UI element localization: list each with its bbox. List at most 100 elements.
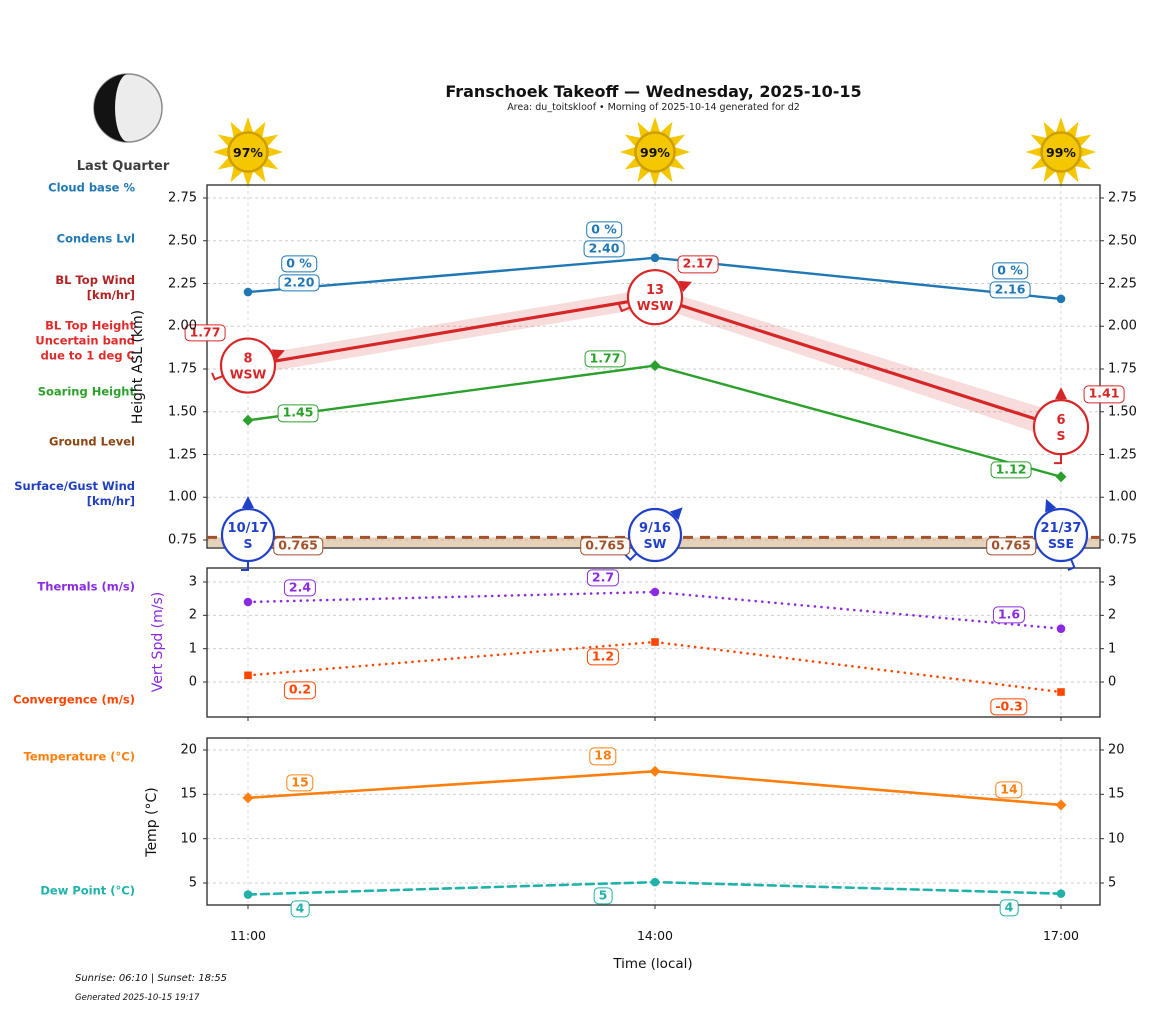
legend-label-9: Temperature (°C) [23,749,135,764]
legend-label-1: Condens Lvl [56,231,135,246]
point-marker [650,253,660,263]
point-marker [650,877,660,887]
y-tick-label: 0.75 [168,532,197,548]
y-tick-label: 3 [188,574,197,590]
svg-text:WSW: WSW [230,367,267,382]
y-tick-label: 1.50 [168,404,197,420]
y-tick-label: 1.50 [1108,404,1137,420]
tag-thermals-m-s-: 2.7 [586,569,620,587]
y-tick-label: 2.25 [168,276,197,291]
svg-text:WSW: WSW [637,298,674,313]
y-axis-title: Height ASL (km) [130,309,146,425]
moon-phase-label: Last Quarter [76,159,170,174]
soaring-height-tag: 1.77 [584,349,626,368]
legend-label-10: Dew Point (°C) [40,883,135,898]
point-marker [1056,624,1066,633]
bl-top-height-tag: 1.77 [184,323,226,342]
y-tick-label: 1.75 [1108,361,1137,377]
y-tick-label: 2 [188,607,197,623]
y-tick-label: 10 [1108,831,1125,847]
legend-label-3: BL Top Height Uncertain band due to 1 de… [35,318,135,363]
y-tick-label: 0 [188,674,197,690]
tag-dew-point-c-: 4 [999,898,1019,917]
svg-text:S: S [243,536,252,551]
tag-temperature-c-: 18 [589,747,617,765]
y-tick-label: 2.75 [1108,190,1137,206]
moon-phase-icon [93,73,163,143]
y-tick-label: 1.00 [168,489,197,505]
y-tick-label: 2.00 [1108,318,1137,334]
point-marker [1057,688,1065,696]
cloud-base-tag: 0 % [586,221,622,239]
svg-text:97%: 97% [233,145,263,160]
tag-dew-point-c-: 5 [593,887,613,905]
point-marker [244,671,252,680]
svg-text:9/16: 9/16 [639,521,671,536]
sun-icon: 97% [213,117,283,187]
y-tick-label: 0.75 [1108,532,1137,548]
x-tick-label: 11:00 [229,928,267,943]
point-marker [1056,889,1066,898]
y-tick-label: 1.00 [1108,489,1137,505]
ground-level-tag: 0.765 [580,537,630,556]
tag-thermals-m-s-: 1.6 [992,605,1026,624]
y-tick-label: 10 [180,831,197,847]
y-tick-label: 15 [1108,786,1125,802]
tag-dew-point-c-: 4 [290,899,310,918]
y-tick-label: 3 [1108,574,1117,590]
point-marker [651,638,659,646]
x-tick-label: 17:00 [1042,928,1080,943]
point-marker [649,765,661,777]
sun-icon: 99% [620,117,690,187]
y-axis-title: Temp (°C) [144,787,160,857]
y-tick-label: 20 [180,742,197,758]
ground-level-tag: 0.765 [986,537,1036,556]
svg-text:S: S [1056,428,1065,443]
tag-convergence-m-s-: -0.3 [990,698,1028,716]
page-subtitle: Area: du_toitskloof • Morning of 2025-10… [507,102,800,113]
x-axis-title: Time (local) [613,956,693,972]
point-marker [242,414,254,426]
y-tick-label: 20 [1108,742,1125,758]
panel-2 [203,737,1104,909]
y-tick-label: 1.75 [168,361,197,377]
sunrise-sunset-text: Sunrise: 06:10 | Sunset: 18:55 [75,973,228,984]
y-tick-label: 2.50 [1108,233,1137,249]
point-marker [243,597,253,607]
y-tick-label: 1.25 [168,447,197,462]
tag-temperature-c-: 14 [995,781,1023,799]
legend-label-4: Soaring Height [37,384,135,399]
y-tick-label: 1.25 [1108,447,1137,462]
point-marker [1055,471,1067,483]
svg-text:99%: 99% [640,145,670,160]
bl-top-uncertainty-band [248,287,1061,441]
legend-label-2: BL Top Wind [km/hr] [55,273,135,302]
sun-icon: 99% [1026,117,1096,187]
bl-top-height-tag: 1.41 [1083,385,1125,403]
y-tick-label: 5 [188,875,197,891]
y-tick-label: 2.50 [168,233,197,249]
legend-label-5: Ground Level [49,434,135,449]
y-tick-label: 2.25 [1108,276,1137,291]
svg-text:SSE: SSE [1048,536,1074,551]
cloud-base-tag: 0 % [281,255,317,273]
condens-lvl-tag: 2.40 [583,240,625,258]
point-marker [242,792,254,804]
svg-text:8: 8 [243,352,252,367]
tag-thermals-m-s-: 2.4 [283,579,317,597]
condens-lvl-tag: 2.20 [278,274,320,292]
y-tick-label: 1 [188,641,197,657]
svg-text:13: 13 [646,283,664,298]
ground-level-tag: 0.765 [273,537,323,556]
tag-temperature-c-: 15 [286,774,314,792]
svg-text:10/17: 10/17 [228,521,269,536]
point-marker [1055,799,1067,811]
y-axis-title: Vert Spd (m/s) [150,591,166,693]
y-tick-label: 0 [1108,674,1117,690]
point-marker [649,360,661,372]
y-tick-label: 2.00 [168,318,197,334]
